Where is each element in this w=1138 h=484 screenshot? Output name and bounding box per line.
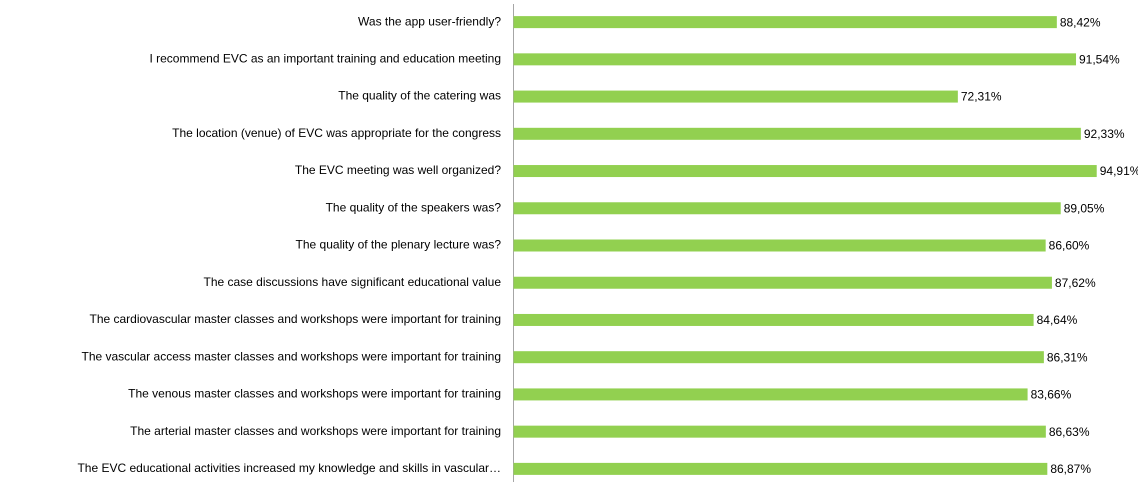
- bar: [513, 276, 1052, 289]
- bar: [513, 388, 1028, 401]
- category-label: The case discussions have significant ed…: [203, 275, 501, 289]
- bar: [513, 351, 1044, 364]
- category-label: The quality of the plenary lecture was?: [296, 238, 502, 252]
- bar: [513, 313, 1034, 326]
- category-label: The arterial master classes and workshop…: [130, 424, 501, 438]
- category-label: The location (venue) of EVC was appropri…: [172, 126, 501, 140]
- value-label: 91,54%: [1079, 53, 1120, 67]
- category-label: The quality of the catering was: [338, 89, 501, 103]
- value-label: 83,66%: [1031, 388, 1072, 402]
- category-label: The EVC meeting was well organized?: [295, 163, 501, 177]
- value-label: 87,62%: [1055, 276, 1096, 290]
- value-label: 86,63%: [1049, 425, 1090, 439]
- bar: [513, 425, 1046, 438]
- category-label: The quality of the speakers was?: [326, 200, 502, 214]
- value-label: 89,05%: [1064, 201, 1105, 215]
- value-label: 88,42%: [1060, 15, 1101, 29]
- category-label: The vascular access master classes and w…: [81, 349, 501, 363]
- value-label: 86,31%: [1047, 350, 1088, 364]
- bar: [513, 90, 958, 103]
- bar: [513, 16, 1057, 29]
- value-label: 86,87%: [1050, 462, 1091, 476]
- category-label: I recommend EVC as an important training…: [149, 52, 501, 66]
- bar: [513, 53, 1077, 66]
- bar: [513, 239, 1046, 252]
- bar: [513, 462, 1048, 475]
- value-label: 84,64%: [1037, 313, 1078, 327]
- value-label: 92,33%: [1084, 127, 1125, 141]
- bar: [513, 127, 1081, 140]
- bar: [513, 202, 1061, 215]
- bar: [513, 165, 1097, 178]
- category-label: Was the app user-friendly?: [358, 14, 501, 28]
- category-label: The cardiovascular master classes and wo…: [89, 312, 501, 326]
- category-label: The venous master classes and workshops …: [128, 387, 501, 401]
- value-label: 72,31%: [961, 90, 1002, 104]
- value-label: 86,60%: [1049, 239, 1090, 253]
- value-label: 94,91%: [1100, 164, 1138, 178]
- category-label: The EVC educational activities increased…: [77, 461, 501, 475]
